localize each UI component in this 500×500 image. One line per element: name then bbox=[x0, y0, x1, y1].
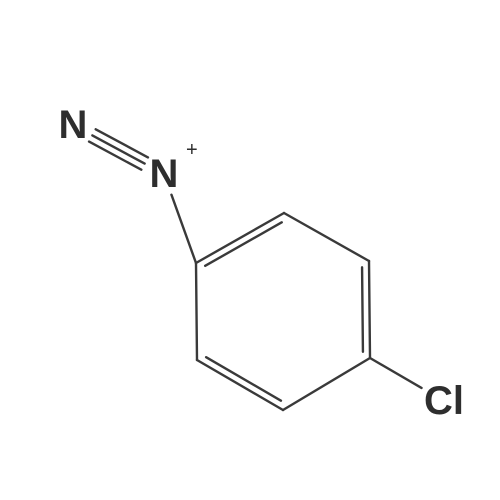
bond bbox=[96, 129, 148, 157]
atom-label-Cl: Cl bbox=[424, 379, 464, 423]
bond bbox=[370, 358, 422, 388]
bond bbox=[284, 213, 369, 261]
bond bbox=[205, 222, 282, 265]
bond bbox=[171, 195, 196, 263]
bond bbox=[283, 358, 370, 410]
bond bbox=[196, 213, 284, 263]
bond bbox=[197, 360, 283, 410]
bond bbox=[206, 357, 281, 401]
atom-charge-N_plus: + bbox=[186, 139, 198, 161]
atom-label-N_plus: N bbox=[150, 152, 179, 196]
bond bbox=[369, 261, 370, 358]
molecule-diagram: N N + Cl bbox=[0, 0, 500, 500]
bond bbox=[89, 142, 141, 170]
atom-label-N_terminal: N bbox=[59, 103, 88, 147]
bond bbox=[196, 263, 197, 360]
bond bbox=[92, 135, 144, 163]
bond bbox=[362, 267, 363, 351]
